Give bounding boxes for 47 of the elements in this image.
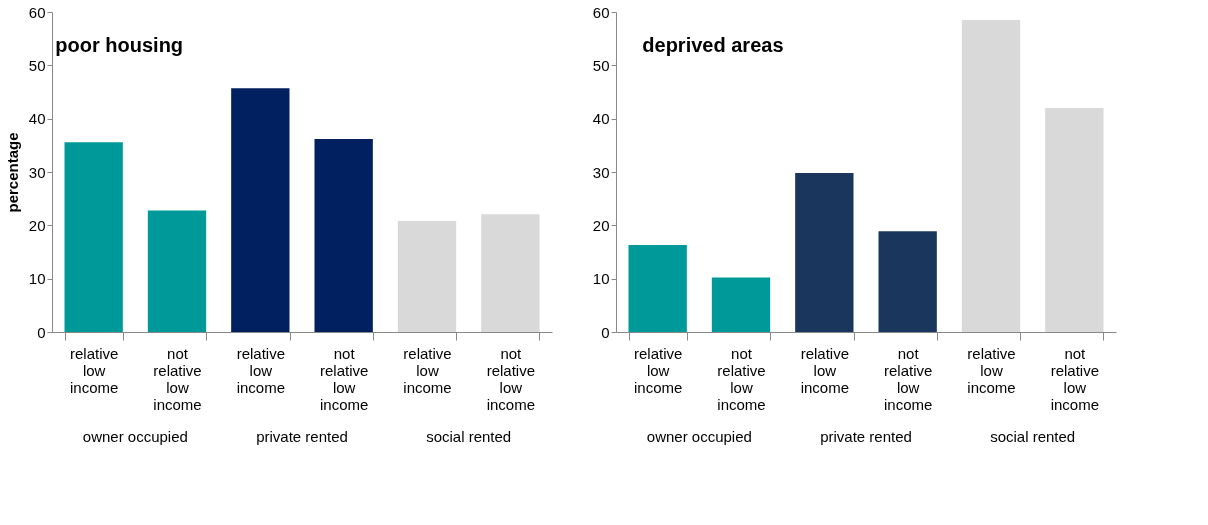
y-tick-label: 40 [28, 110, 46, 128]
text: poor housing [55, 34, 184, 56]
y-tick-label: 20 [28, 216, 46, 234]
y-tick-label: 10 [592, 270, 610, 288]
y-axis-title: percentage [3, 132, 21, 213]
x-tick-label: not relative low income [717, 344, 766, 413]
x-tick-label: not relative low income [486, 344, 536, 413]
bar [231, 88, 290, 332]
bar [481, 214, 540, 332]
y-tick-label: 60 [28, 3, 46, 21]
text: deprived areas [642, 34, 784, 56]
bar [1045, 108, 1104, 332]
y-tick-label: 30 [28, 163, 46, 181]
text: owner occupied [82, 428, 188, 445]
bar [628, 245, 687, 332]
text: private rented [820, 428, 912, 445]
y-tick-label: 60 [592, 3, 610, 21]
x-tick-label: not relative low income [883, 344, 933, 413]
y-tick-label: 10 [28, 270, 46, 288]
x-tick-label: relative low income [403, 344, 452, 396]
x-tick-label: relative low income [633, 344, 683, 396]
bar [795, 173, 854, 332]
x-tick-label: relative low income [69, 344, 119, 396]
x-tick-label: relative low income [236, 344, 286, 396]
text: social rented [426, 428, 512, 445]
bar [878, 231, 937, 332]
x-tick-label: not relative low income [153, 344, 202, 413]
y-tick-label: 0 [601, 323, 610, 341]
y-tick-label: 0 [37, 323, 46, 341]
y-tick-label: 50 [28, 56, 46, 74]
x-tick-label: relative low income [800, 344, 850, 396]
bar [147, 210, 207, 332]
y-tick-label: 20 [592, 216, 610, 234]
x-tick-label: relative low income [967, 344, 1016, 396]
text: social rented [990, 428, 1076, 445]
text: owner occupied [646, 428, 752, 445]
bar [397, 221, 457, 332]
bar [961, 20, 1021, 332]
y-tick-label: 40 [592, 110, 610, 128]
bar [64, 142, 123, 332]
x-tick-label: not relative low income [319, 344, 369, 413]
x-tick-label: not relative low income [1050, 344, 1100, 413]
y-tick-label: 50 [592, 56, 610, 74]
text: private rented [256, 428, 348, 445]
bar [711, 277, 771, 332]
bar [314, 138, 373, 332]
y-tick-label: 30 [592, 163, 610, 181]
